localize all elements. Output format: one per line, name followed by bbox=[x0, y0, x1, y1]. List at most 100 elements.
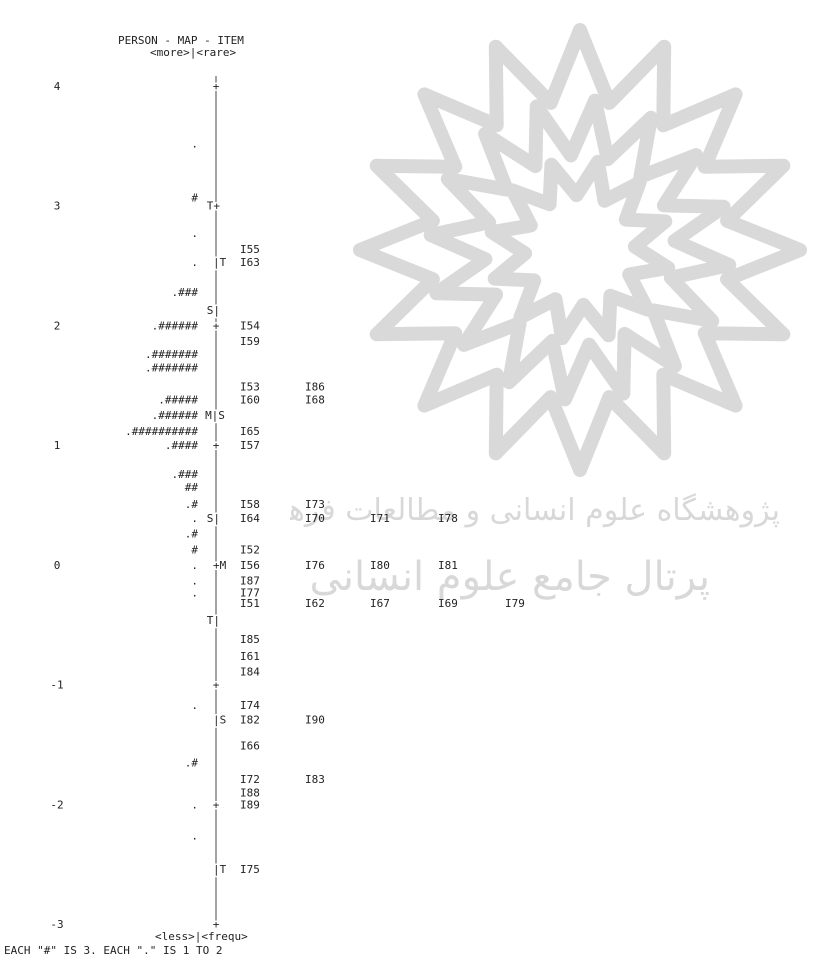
item-label: I53 bbox=[240, 380, 260, 393]
item-label: I54 bbox=[240, 319, 260, 332]
map-row: .##### I60 I68 bbox=[158, 394, 325, 407]
map-rows: +.#T+.I55. |T I63.###S|.###### + I54I59.####… bbox=[125, 79, 525, 933]
map-row: . |T I63 bbox=[191, 254, 260, 270]
map-row: T+ bbox=[205, 198, 222, 214]
item-label: I58 bbox=[240, 498, 260, 511]
y-tick-label: -1 bbox=[50, 679, 63, 692]
map-row: + bbox=[211, 917, 221, 933]
person-marks: . bbox=[191, 512, 198, 525]
map-row: . bbox=[191, 227, 198, 240]
person-marks: . bbox=[191, 559, 198, 572]
map-row: .# I58 I73 bbox=[185, 498, 325, 511]
map-row: + bbox=[211, 677, 221, 693]
item-label: I89 bbox=[240, 798, 260, 811]
item-label: I84 bbox=[240, 665, 260, 678]
axis-marker: + bbox=[213, 319, 220, 332]
person-marks: .####### bbox=[145, 361, 198, 374]
rosette-ring-2 bbox=[423, 93, 737, 407]
map-row: .### bbox=[172, 468, 199, 481]
item-label: I87 bbox=[240, 574, 260, 587]
bottom-label: <less>|<frequ> bbox=[155, 930, 248, 943]
map-row: I55 bbox=[240, 243, 260, 256]
person-marks: . bbox=[191, 798, 198, 811]
axis-marker: S| bbox=[207, 304, 220, 317]
watermark-text-logo: پژوهشگاه علوم انسانی و مطالعات فرهنگی پر… bbox=[290, 493, 780, 600]
item-label: I77 bbox=[240, 586, 260, 599]
y-tick-label: 3 bbox=[54, 200, 61, 213]
map-row: .### bbox=[172, 286, 199, 299]
map-row: I53 I86 bbox=[240, 380, 325, 393]
person-marks: .# bbox=[185, 498, 199, 511]
map-footer: EACH "#" IS 3. EACH "." IS 1 TO 2 bbox=[4, 944, 223, 957]
watermark-line2: پرتال جامع علوم انسانی bbox=[310, 554, 711, 600]
map-row: I72 I83 bbox=[240, 773, 325, 786]
map-row: .# bbox=[185, 756, 199, 769]
map-row: # bbox=[191, 191, 198, 204]
person-marks: . bbox=[191, 137, 198, 150]
item-label: I88 bbox=[240, 786, 260, 799]
axis-marker: + bbox=[213, 918, 220, 931]
map-row: . +M I56 I76 I80 I81 bbox=[191, 557, 458, 573]
y-tick-label: -2 bbox=[50, 798, 63, 811]
map-row: .####### bbox=[145, 361, 198, 374]
person-marks: .# bbox=[185, 756, 199, 769]
item-label: I82 bbox=[240, 713, 260, 726]
person-marks: ## bbox=[185, 481, 199, 494]
item-label: I81 bbox=[438, 559, 458, 572]
map-row: . I87 bbox=[191, 574, 260, 587]
map-row: .# bbox=[185, 528, 199, 541]
item-label: I76 bbox=[305, 559, 325, 572]
person-marks: . bbox=[191, 586, 198, 599]
map-row: .#### + I57 bbox=[165, 438, 260, 454]
item-label: I57 bbox=[240, 439, 260, 452]
person-marks: .####### bbox=[145, 348, 198, 361]
item-label: I52 bbox=[240, 543, 260, 556]
map-row: . bbox=[191, 137, 198, 150]
axis-marker: + bbox=[213, 439, 220, 452]
map-title: PERSON - MAP - ITEM bbox=[118, 34, 244, 47]
map-row: ## bbox=[185, 481, 199, 494]
item-label: I75 bbox=[240, 863, 260, 876]
person-marks: . bbox=[191, 829, 198, 842]
map-row: I85 bbox=[240, 633, 260, 646]
rosette-watermark-logo bbox=[353, 23, 807, 477]
item-label: I69 bbox=[438, 597, 458, 610]
item-label: I65 bbox=[240, 425, 260, 438]
item-label: I80 bbox=[370, 559, 390, 572]
map-row: .########## I65 bbox=[125, 425, 260, 438]
map-row: + bbox=[211, 79, 221, 95]
map-row: .###### M|S bbox=[152, 408, 227, 424]
person-marks: .###### bbox=[152, 409, 199, 422]
map-row: . I74 bbox=[191, 699, 260, 712]
item-label: I63 bbox=[240, 256, 260, 269]
item-label: I83 bbox=[305, 773, 325, 786]
person-marks: . bbox=[191, 256, 198, 269]
axis-marker: S| bbox=[207, 512, 220, 525]
item-label: I79 bbox=[505, 597, 525, 610]
item-label: I64 bbox=[240, 512, 260, 525]
map-row: .###### + I54 bbox=[152, 318, 261, 334]
item-label: I59 bbox=[240, 335, 260, 348]
map-row: T| bbox=[205, 612, 221, 628]
item-label: I72 bbox=[240, 773, 260, 786]
y-tick-label: 1 bbox=[54, 439, 61, 452]
person-marks: .# bbox=[185, 528, 199, 541]
person-marks: # bbox=[191, 191, 198, 204]
map-row: I59 bbox=[240, 335, 260, 348]
item-label: I85 bbox=[240, 633, 260, 646]
axis-marker: + bbox=[213, 80, 220, 93]
person-marks: .##### bbox=[158, 394, 198, 407]
y-tick-label: 2 bbox=[54, 319, 61, 332]
item-label: I61 bbox=[240, 650, 260, 663]
y-tick-label: -3 bbox=[50, 918, 63, 931]
watermark-line1: پژوهشگاه علوم انسانی و مطالعات فرهنگی bbox=[290, 493, 780, 528]
person-marks: .########## bbox=[125, 425, 198, 438]
person-marks: .### bbox=[172, 286, 199, 299]
axis-marker: + bbox=[213, 679, 220, 692]
map-row: I51 I62 I67 I69 I79 bbox=[240, 597, 525, 610]
person-marks: . bbox=[191, 227, 198, 240]
map-row: I88 bbox=[240, 786, 260, 799]
map-row: .####### bbox=[145, 348, 198, 361]
